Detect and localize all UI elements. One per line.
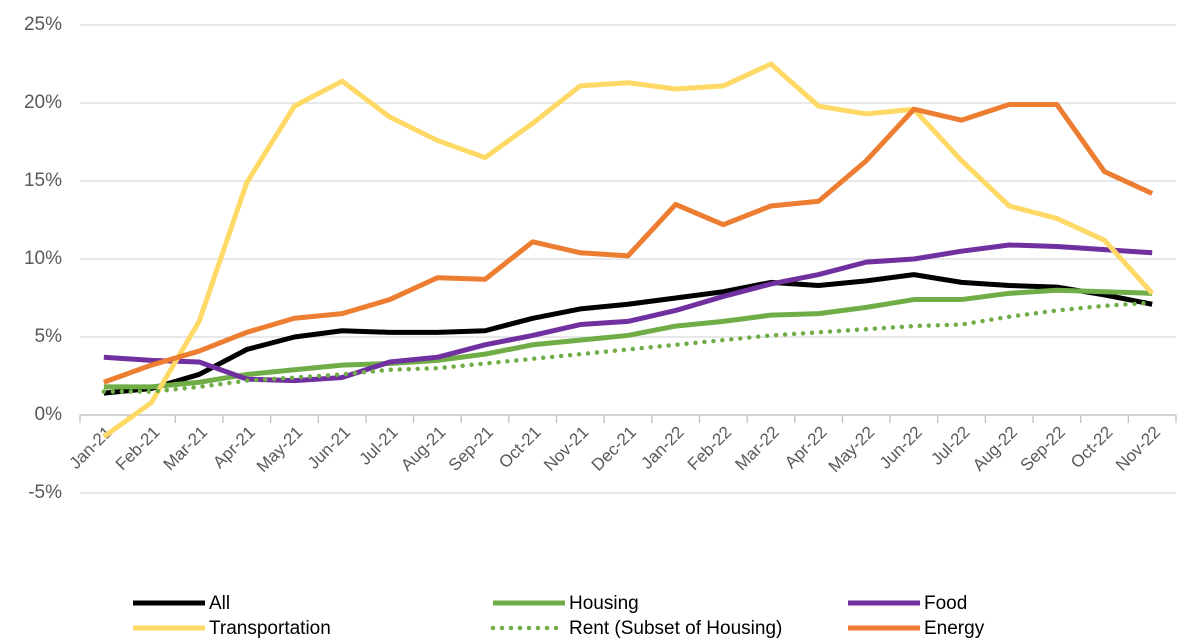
- x-tick-label: May-21: [253, 423, 307, 477]
- y-tick-label: -5%: [28, 482, 62, 503]
- x-tick-label: Nov-21: [540, 423, 592, 475]
- x-tick-label: Sep-22: [1017, 423, 1069, 475]
- x-tick-label: Feb-21: [112, 423, 164, 475]
- x-tick-label: Mar-21: [160, 423, 212, 475]
- x-tick-label: Jul-22: [927, 423, 973, 469]
- series-line: [102, 61, 1155, 439]
- x-tick-label: Dec-21: [588, 423, 640, 475]
- series-line: [103, 287, 1153, 390]
- x-tick-label: Jan-21: [66, 423, 116, 473]
- series-line: [103, 242, 1153, 384]
- y-tick-label: 15%: [24, 170, 62, 191]
- x-tick-label: Feb-22: [684, 423, 736, 475]
- y-tick-label: 20%: [24, 92, 62, 113]
- x-tick-label: Oct-22: [1067, 423, 1117, 473]
- legend-label: Food: [924, 593, 967, 614]
- series-line: [102, 102, 1154, 385]
- y-tick-label: 25%: [24, 14, 62, 35]
- y-tick-label: 5%: [35, 326, 63, 347]
- legend-label: Rent (Subset of Housing): [569, 618, 782, 639]
- series-line: [103, 272, 1153, 396]
- legend-label: Energy: [924, 618, 985, 639]
- x-tick-label: May-22: [825, 423, 879, 477]
- x-tick-label: Aug-21: [397, 423, 449, 475]
- x-tick-label: Apr-21: [209, 423, 259, 473]
- legend-label: Transportation: [209, 618, 331, 639]
- x-tick-label: Aug-22: [969, 423, 1021, 475]
- legend-label: Housing: [569, 593, 639, 614]
- x-tick-label: Mar-22: [731, 423, 783, 475]
- x-tick-label: Apr-22: [781, 423, 831, 473]
- x-tick-label: Jul-21: [356, 423, 402, 469]
- x-tick-label: Nov-22: [1112, 423, 1164, 475]
- x-tick-label: Oct-21: [495, 423, 545, 473]
- y-tick-label: 10%: [24, 248, 62, 269]
- x-tick-label: Sep-21: [445, 423, 497, 475]
- legend-label: All: [209, 593, 230, 614]
- x-tick-label: Jun-22: [876, 423, 926, 473]
- x-tick-label: Jun-21: [304, 423, 354, 473]
- y-tick-label: 0%: [35, 404, 63, 425]
- x-tick-label: Jan-22: [637, 423, 687, 473]
